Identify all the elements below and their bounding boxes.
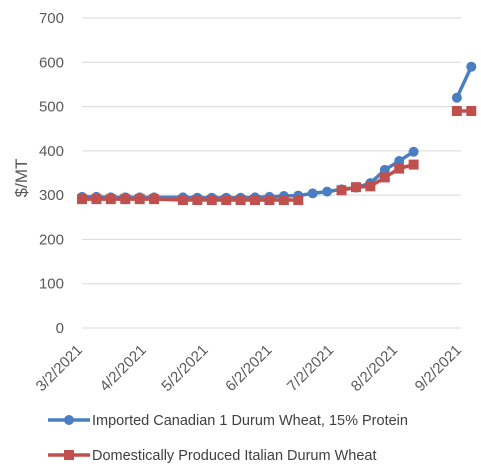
series-line: [80, 149, 416, 200]
legend: Imported Canadian 1 Durum Wheat, 15% Pro…: [48, 413, 408, 464]
data-point: [235, 195, 246, 206]
data-point: [379, 164, 390, 175]
x-tick-label: 3/2/2021: [33, 342, 86, 395]
series-line: [455, 64, 474, 100]
y-tick-label: 700: [39, 10, 64, 27]
y-tick-label: 100: [39, 276, 64, 293]
y-tick-label: 200: [39, 231, 64, 248]
x-tick-label: 5/2/2021: [158, 342, 211, 395]
data-point: [149, 194, 160, 205]
data-point: [466, 106, 477, 116]
legend-label: Imported Canadian 1 Durum Wheat, 15% Pro…: [92, 413, 408, 429]
data-point: [408, 146, 419, 157]
x-tick-label: 7/2/2021: [284, 342, 337, 395]
data-point: [221, 195, 232, 206]
y-tick-label: 600: [39, 54, 64, 71]
data-point: [451, 106, 462, 116]
data-point: [365, 181, 376, 192]
data-point: [336, 185, 347, 196]
data-point: [105, 194, 116, 205]
x-tick-label: 9/2/2021: [412, 342, 465, 395]
data-point: [451, 92, 462, 103]
legend-item: Domestically Produced Italian Durum Whea…: [48, 448, 376, 464]
y-tick-label: 0: [56, 320, 64, 337]
data-point: [408, 159, 419, 170]
data-point: [77, 194, 87, 205]
data-point: [192, 195, 203, 206]
data-point: [379, 172, 390, 183]
data-point: [322, 186, 333, 197]
series-layer: [77, 61, 477, 206]
data-point: [264, 195, 275, 206]
data-point: [278, 195, 289, 206]
series-2: [77, 106, 477, 206]
legend-marker: [64, 450, 74, 460]
data-point: [293, 195, 304, 206]
x-tick-label: 8/2/2021: [348, 342, 401, 395]
data-point: [250, 195, 261, 206]
y-tick-label: 300: [39, 187, 64, 204]
data-point: [177, 195, 188, 206]
data-point: [206, 195, 217, 206]
data-point: [394, 156, 405, 167]
x-tick-label: 6/2/2021: [222, 342, 275, 395]
data-point: [307, 188, 318, 199]
data-point: [91, 194, 102, 205]
data-point: [134, 194, 145, 205]
legend-marker: [64, 415, 74, 425]
data-point: [350, 182, 361, 193]
legend-label: Domestically Produced Italian Durum Whea…: [92, 448, 376, 464]
grid-layer: [82, 17, 461, 329]
legend-item: Imported Canadian 1 Durum Wheat, 15% Pro…: [48, 413, 408, 429]
data-point: [120, 194, 131, 205]
y-axis-title: $/MT: [12, 159, 31, 198]
series-1: [77, 61, 477, 203]
y-tick-label: 400: [39, 143, 64, 160]
data-point: [394, 163, 405, 174]
data-point: [466, 61, 477, 72]
x-tick-label: 4/2/2021: [97, 342, 150, 395]
y-tick-label: 500: [39, 99, 64, 116]
